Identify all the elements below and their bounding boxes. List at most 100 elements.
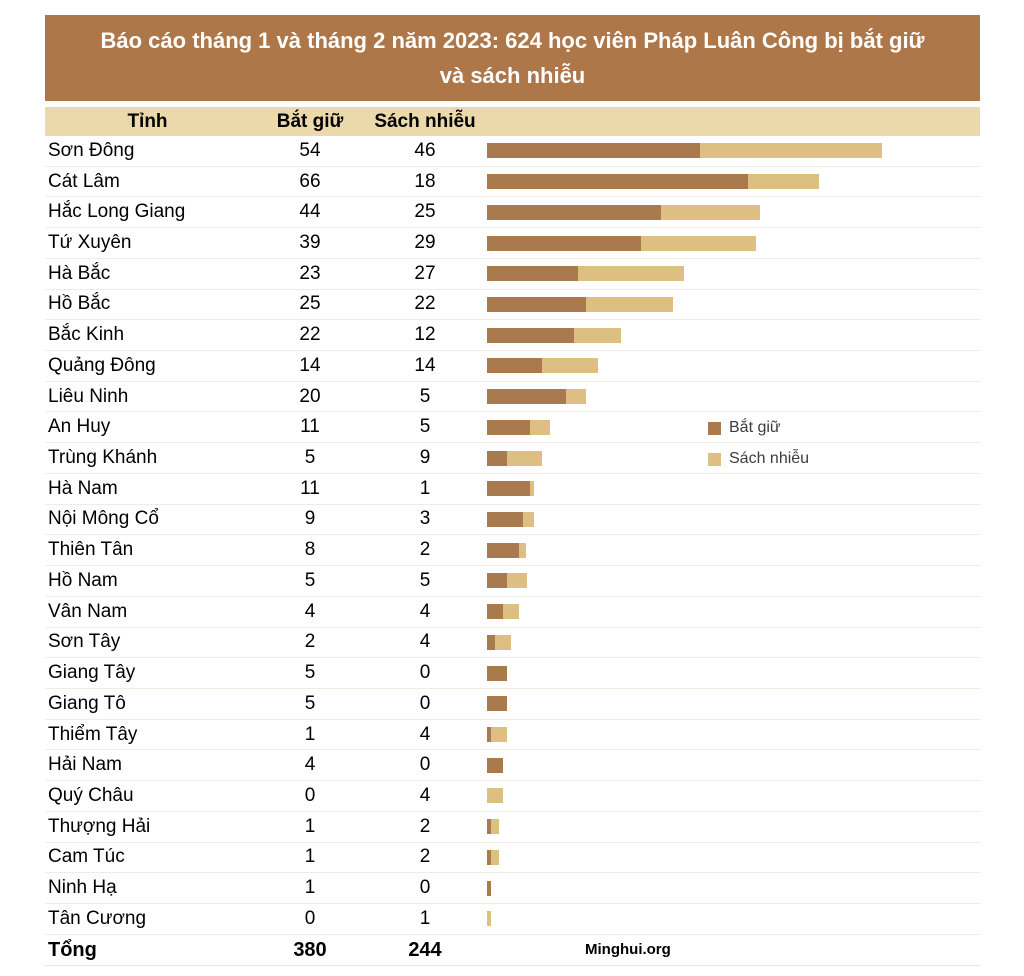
stacked-bar bbox=[487, 235, 756, 251]
total-row: Tổng 380 244 bbox=[45, 935, 980, 966]
arrested-value: 23 bbox=[299, 262, 321, 284]
arrested-value: 11 bbox=[300, 477, 320, 499]
harassed-value: 0 bbox=[419, 877, 431, 899]
table-row: An Huy 11 5 bbox=[45, 412, 980, 444]
total-harassed-value: 244 bbox=[408, 938, 442, 961]
arrested-bar-segment bbox=[487, 235, 642, 251]
harassed-value: 2 bbox=[419, 815, 431, 837]
arrested-bar-segment bbox=[487, 849, 491, 865]
stacked-bar bbox=[487, 727, 507, 743]
harassed-bar-segment bbox=[490, 849, 499, 865]
stacked-bar bbox=[487, 358, 598, 374]
table-row: Quảng Đông 14 14 bbox=[45, 351, 980, 382]
harassed-value: 46 bbox=[414, 139, 436, 161]
harassed-bar-segment bbox=[660, 204, 760, 220]
stacked-bar bbox=[487, 204, 760, 220]
stacked-bar bbox=[487, 634, 511, 650]
province-name: Hồ Nam bbox=[48, 569, 118, 591]
harassed-value: 4 bbox=[419, 723, 431, 745]
harassed-bar-segment bbox=[490, 819, 499, 835]
total-arrested-value: 380 bbox=[293, 938, 327, 961]
table-row: Hà Nam 11 1 bbox=[45, 474, 980, 505]
province-name: Nội Mông Cổ bbox=[48, 508, 159, 530]
arrested-bar-segment bbox=[487, 296, 586, 312]
table-row: Hồ Bắc 25 22 bbox=[45, 290, 980, 321]
table-row: Hồ Nam 5 5 bbox=[45, 566, 980, 597]
harassed-bar-segment bbox=[506, 450, 543, 466]
column-header-arrested: Bắt giữ bbox=[276, 110, 344, 132]
harassed-value: 0 bbox=[419, 754, 431, 776]
table-row: Sơn Tây 2 4 bbox=[45, 628, 980, 659]
province-name: Hắc Long Giang bbox=[48, 201, 186, 223]
page-title: Báo cáo tháng 1 và tháng 2 năm 2023: 624… bbox=[100, 27, 925, 88]
table-row: Quý Châu 0 4 bbox=[45, 781, 980, 812]
harassed-value: 0 bbox=[419, 662, 431, 684]
province-name: Thiên Tân bbox=[48, 539, 134, 561]
province-name: Thiểm Tây bbox=[48, 723, 138, 745]
harassed-value: 4 bbox=[419, 600, 431, 622]
table-row: Hà Bắc 23 27 bbox=[45, 259, 980, 290]
harassed-bar-segment bbox=[747, 174, 819, 190]
arrested-bar-segment bbox=[487, 634, 495, 650]
harassed-value: 0 bbox=[419, 692, 431, 714]
arrested-value: 54 bbox=[299, 139, 321, 161]
province-name: Hồ Bắc bbox=[48, 293, 111, 315]
table-row: Cát Lâm 66 18 bbox=[45, 167, 980, 198]
legend-label-harassed: Sách nhiễu bbox=[729, 450, 810, 468]
table-row: Trùng Khánh 5 9 bbox=[45, 443, 980, 474]
harassed-value: 5 bbox=[419, 416, 431, 438]
province-name: Ninh Hạ bbox=[48, 877, 117, 899]
harassed-value: 2 bbox=[419, 846, 431, 868]
harassed-bar-segment bbox=[506, 573, 527, 589]
province-name: Thượng Hải bbox=[48, 815, 151, 837]
stacked-bar bbox=[487, 849, 499, 865]
province-name: Sơn Đông bbox=[48, 139, 135, 161]
harassed-bar-segment bbox=[518, 542, 527, 558]
source-attribution: Minghui.org bbox=[585, 941, 671, 958]
stacked-bar bbox=[487, 757, 503, 773]
table-row: Giang Tô 5 0 bbox=[45, 689, 980, 720]
stacked-bar bbox=[487, 880, 491, 896]
arrested-value: 1 bbox=[304, 877, 316, 899]
arrested-value: 9 bbox=[304, 508, 316, 530]
province-name: Tứ Xuyên bbox=[48, 232, 132, 254]
arrested-value: 20 bbox=[299, 385, 321, 407]
arrested-value: 5 bbox=[304, 662, 316, 684]
arrested-value: 66 bbox=[299, 170, 321, 192]
harassed-value: 29 bbox=[414, 232, 436, 254]
stacked-bar bbox=[487, 481, 535, 497]
arrested-bar-segment bbox=[487, 143, 701, 159]
table-row: Tứ Xuyên 39 29 bbox=[45, 228, 980, 259]
harassed-bar-segment bbox=[700, 143, 882, 159]
stacked-bar bbox=[487, 604, 519, 620]
harassed-bar-segment bbox=[573, 327, 622, 343]
arrested-bar-segment bbox=[487, 819, 491, 835]
table-row: Sơn Đông 54 46 bbox=[45, 136, 980, 167]
table-rows: Sơn Đông 54 46 Cát Lâm 66 18 Hắc Long Giang 44 2… bbox=[45, 136, 980, 935]
arrested-bar-segment bbox=[487, 604, 503, 620]
harassed-value: 4 bbox=[419, 784, 431, 806]
arrested-value: 4 bbox=[304, 600, 316, 622]
table-row: Nội Mông Cổ 9 3 bbox=[45, 505, 980, 536]
table-row: Vân Nam 4 4 bbox=[45, 597, 980, 628]
table-row: Thượng Hải 1 2 bbox=[45, 812, 980, 843]
arrested-value: 4 bbox=[304, 754, 316, 776]
table-row: Ninh Hạ 1 0 bbox=[45, 873, 980, 904]
table-row: Thiểm Tây 1 4 bbox=[45, 720, 980, 751]
province-name: Cát Lâm bbox=[48, 170, 120, 192]
arrested-bar-segment bbox=[487, 511, 523, 527]
arrested-value: 14 bbox=[299, 354, 321, 376]
arrested-value: 0 bbox=[304, 907, 316, 929]
province-name: Quảng Đông bbox=[48, 354, 156, 376]
arrested-value: 5 bbox=[304, 569, 316, 591]
province-name: Giang Tô bbox=[48, 692, 126, 714]
harassed-bar-segment bbox=[566, 389, 586, 405]
province-name: Vân Nam bbox=[48, 600, 128, 622]
column-header-province: Tỉnh bbox=[127, 110, 168, 132]
arrested-value: 8 bbox=[304, 539, 316, 561]
arrested-bar-segment bbox=[487, 696, 507, 712]
arrested-bar-segment bbox=[487, 358, 543, 374]
province-name: Liêu Ninh bbox=[48, 385, 129, 407]
arrested-bar-segment bbox=[487, 481, 531, 497]
harassed-swatch-icon bbox=[708, 452, 721, 466]
